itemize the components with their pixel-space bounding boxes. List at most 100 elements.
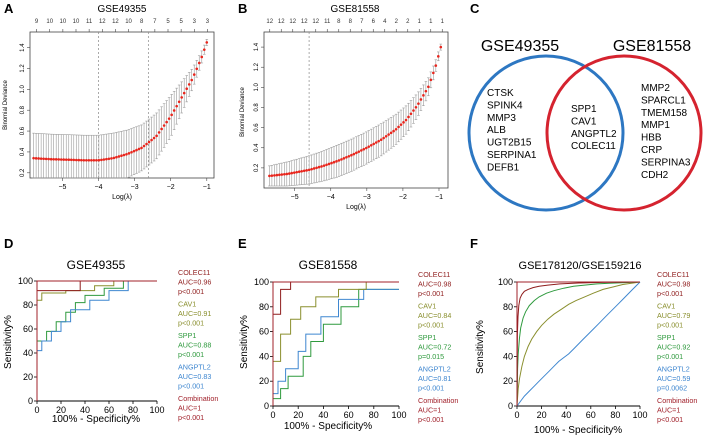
deviance-point bbox=[347, 154, 351, 158]
deviance-point bbox=[147, 140, 151, 144]
x-tick-label: −5 bbox=[58, 184, 66, 191]
roc-curve-cav1 bbox=[272, 281, 399, 406]
top-tick-label: 11 bbox=[86, 19, 93, 25]
legend-combination-name: Combination bbox=[178, 394, 218, 403]
roc-curve-colec11 bbox=[516, 281, 641, 407]
legend-combination-auc: AUC=1 bbox=[657, 406, 680, 415]
legend-combination-p: p<0.001 bbox=[178, 413, 204, 422]
venn-gene-serpina1: SERPINA1 bbox=[487, 150, 537, 161]
deviance-point bbox=[74, 158, 78, 162]
deviance-point bbox=[72, 158, 76, 162]
venn-gene-crp: CRP bbox=[641, 145, 662, 156]
legend-spp1-auc: AUC=0.88 bbox=[178, 341, 211, 350]
legend-cav1-p: p<0.001 bbox=[657, 321, 683, 330]
deviance-point bbox=[295, 170, 299, 174]
top-tick-label: 6 bbox=[372, 19, 376, 25]
y-tick-label: 60 bbox=[259, 327, 269, 337]
y-tick-label: 0 bbox=[28, 396, 33, 406]
y-tick-label: 80 bbox=[23, 300, 33, 310]
venn-gene-spp1: SPP1 bbox=[571, 104, 597, 115]
x-tick-label: −2 bbox=[167, 184, 175, 191]
deviance-point bbox=[419, 98, 423, 101]
deviance-point bbox=[342, 157, 346, 160]
deviance-point bbox=[32, 156, 35, 160]
deviance-point bbox=[145, 142, 148, 146]
roc-curve-combination bbox=[272, 281, 399, 406]
deviance-point bbox=[175, 104, 178, 108]
top-tick-label: 7 bbox=[153, 19, 157, 25]
x-tick-label: 40 bbox=[561, 410, 571, 420]
panel-a-title: GSE49355 bbox=[98, 4, 147, 15]
deviance-point bbox=[268, 174, 271, 178]
x-tick-label: 40 bbox=[80, 405, 90, 415]
top-tick-label: 8 bbox=[349, 19, 353, 25]
legend-cav1-name: CAV1 bbox=[178, 300, 196, 309]
panel-e-ylabel: Sensitivity% bbox=[239, 315, 250, 369]
panel-b-xlabel: Log(λ) bbox=[346, 204, 366, 211]
deviance-point bbox=[142, 144, 146, 148]
deviance-point bbox=[200, 55, 204, 59]
y-tick-label: 60 bbox=[23, 324, 33, 334]
legend-spp1-name: SPP1 bbox=[178, 331, 196, 340]
legend-colec11-p: p<0.001 bbox=[178, 287, 204, 296]
deviance-point bbox=[392, 129, 395, 133]
y-tick-label: 0.2 bbox=[254, 163, 260, 172]
roc-curve-colec11 bbox=[272, 281, 399, 406]
deviance-point bbox=[273, 174, 276, 177]
deviance-point bbox=[180, 96, 183, 99]
deviance-point bbox=[177, 100, 181, 104]
legend-spp1-auc: AUC=0.72 bbox=[418, 343, 451, 352]
panel-letter-c: C bbox=[470, 1, 480, 16]
deviance-point bbox=[47, 157, 50, 161]
x-tick-label: −1 bbox=[435, 194, 443, 201]
panel-d-xlabel: 100% - Specificity% bbox=[52, 414, 140, 425]
deviance-point bbox=[117, 155, 121, 158]
deviance-point bbox=[360, 149, 363, 152]
panel-b-frame bbox=[263, 31, 449, 189]
roc-panel-f: GSE178120/GSE159216 0 20 40 60 80 100 0 20 40 60 8… bbox=[475, 260, 697, 435]
top-tick-label: 1 bbox=[441, 19, 445, 25]
deviance-point bbox=[152, 136, 156, 140]
deviance-point bbox=[97, 158, 101, 162]
deviance-point bbox=[100, 158, 103, 162]
top-tick-label: 8 bbox=[337, 19, 341, 25]
deviance-point bbox=[137, 147, 141, 151]
deviance-point bbox=[287, 172, 291, 175]
top-tick-label: 12 bbox=[312, 19, 319, 25]
deviance-point bbox=[437, 55, 440, 58]
legend-combination-p: p<0.001 bbox=[657, 415, 683, 424]
roc-curve-spp1 bbox=[516, 281, 641, 407]
deviance-point bbox=[195, 67, 199, 71]
y-tick-label: 40 bbox=[259, 351, 269, 361]
deviance-point bbox=[64, 158, 68, 161]
top-tick-label: 12 bbox=[289, 19, 296, 25]
legend-cav1-auc: AUC=0.79 bbox=[657, 311, 690, 320]
deviance-point bbox=[162, 124, 166, 127]
deviance-point bbox=[202, 48, 206, 51]
deviance-point bbox=[369, 143, 373, 147]
lasso-panel-b: GSE81558 12 12 12 12 12 11 8 8 7 6 4 2 2 1 1 1 −5 −4 −3 −2… bbox=[240, 4, 449, 211]
deviance-point bbox=[432, 71, 435, 75]
x-tick-label: 100 bbox=[391, 410, 406, 420]
x-tick-label: 60 bbox=[344, 410, 354, 420]
deviance-point bbox=[399, 123, 403, 126]
legend-colec11-name: COLEC11 bbox=[657, 270, 689, 279]
deviance-point bbox=[322, 164, 326, 167]
deviance-point bbox=[69, 158, 73, 162]
deviance-point bbox=[372, 142, 376, 146]
deviance-point bbox=[374, 141, 378, 144]
deviance-point bbox=[312, 167, 316, 170]
deviance-point bbox=[120, 154, 123, 158]
roc-panel-d: GSE49355 0 20 40 60 80 100 0 20 40 60 80 100 COLEC1… bbox=[3, 258, 218, 425]
y-tick-label: 100 bbox=[498, 277, 513, 287]
panel-letter-f: F bbox=[470, 236, 478, 251]
legend-spp1-name: SPP1 bbox=[418, 333, 436, 342]
y-tick-label: 0.8 bbox=[254, 103, 260, 112]
deviance-point bbox=[340, 158, 343, 161]
x-tick-label: 20 bbox=[293, 410, 303, 420]
venn-gene-mmp3: MMP3 bbox=[487, 113, 516, 124]
top-tick-label: 12 bbox=[301, 19, 308, 25]
deviance-point bbox=[337, 159, 341, 162]
venn-gene-mmp1: MMP1 bbox=[641, 120, 670, 131]
panel-b-title: GSE81558 bbox=[331, 4, 380, 15]
